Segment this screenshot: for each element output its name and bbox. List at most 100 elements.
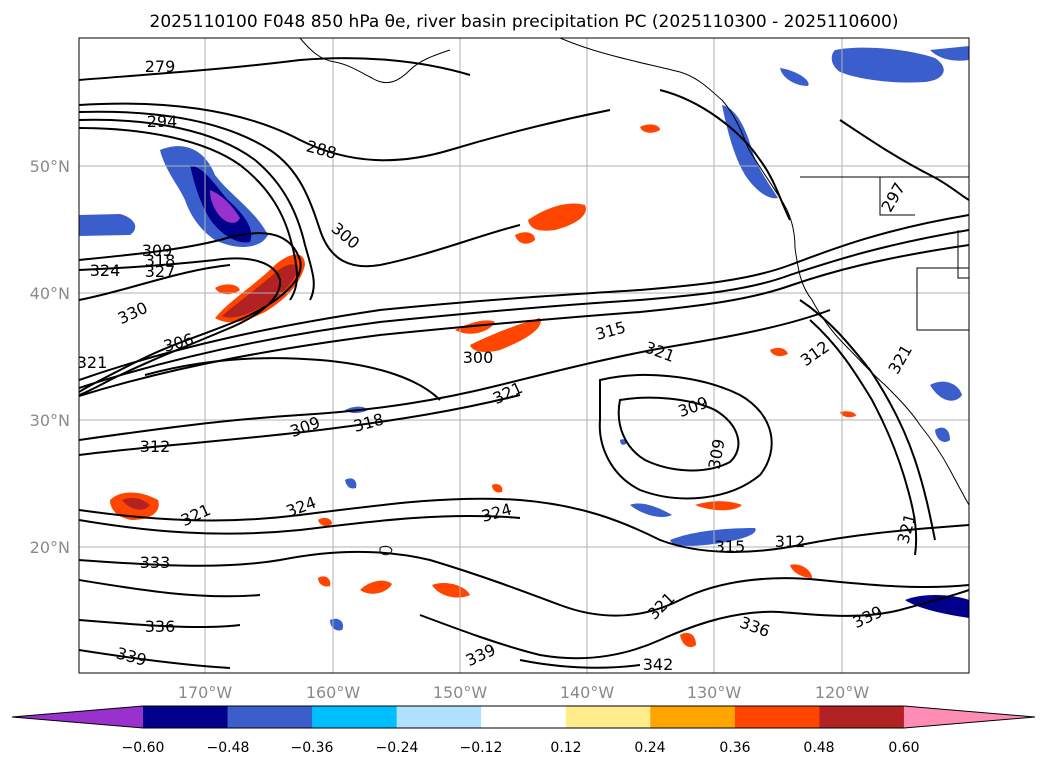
neg-precip-blob	[670, 528, 756, 546]
pos-precip-blob	[695, 501, 742, 511]
contour-line	[809, 319, 918, 556]
contour-line	[79, 57, 471, 81]
colorbar-tick-label: −0.60	[122, 740, 165, 756]
colorbar	[11, 705, 1036, 729]
contour-line	[79, 110, 521, 268]
lon-label: 140°W	[560, 683, 615, 702]
pos-precip-blob	[215, 284, 240, 295]
pos-precip-blob	[455, 320, 495, 334]
latitude-labels: 50°N 40°N 30°N 20°N	[30, 157, 70, 557]
pos-precip-blob	[492, 483, 503, 493]
neg-precip-blob	[831, 47, 944, 83]
theta-e-contours	[79, 57, 969, 669]
lon-label: 170°W	[178, 683, 233, 702]
contour-line	[79, 229, 969, 389]
colorbar-segment	[565, 706, 651, 728]
colorbar-outline	[11, 705, 1036, 729]
contour-label: 318	[145, 251, 176, 270]
neg-precip-blob	[780, 68, 809, 86]
map-panel: 279 294 288 300 309 318 324 327 330 306 …	[78, 37, 970, 674]
map-background	[79, 38, 969, 673]
figure-title: 2025110100 F048 850 hPa θe, river basin …	[150, 12, 899, 32]
contour-line	[598, 374, 773, 500]
colorbar-segment	[396, 706, 482, 728]
colorbar-tick-label: 0.36	[719, 740, 750, 756]
colorbar-under-extension	[12, 706, 143, 728]
colorbar-tick-label: −0.36	[291, 740, 334, 756]
contour-line	[659, 89, 791, 221]
pos-precip-blob	[360, 580, 392, 594]
neg-precip-blob	[935, 427, 950, 442]
colorbar-tick-label: 0.60	[888, 740, 919, 756]
contour-label: 300	[463, 348, 494, 367]
pos-precip-blob	[470, 318, 541, 353]
colorbar-tick-label: 0.48	[803, 740, 834, 756]
pos-precip-blob	[640, 124, 660, 133]
contour-label: 309	[142, 241, 173, 260]
contour-label: 342	[643, 655, 674, 674]
contour-line	[419, 589, 969, 660]
lon-label: 150°W	[433, 683, 488, 702]
colorbar-segment	[143, 706, 229, 728]
pos-precip-blob	[318, 576, 331, 587]
colorbar-tick-label: 0.24	[634, 740, 665, 756]
contour-line	[79, 102, 611, 162]
neg-precip-blob	[905, 595, 969, 618]
colorbar-segment	[650, 706, 736, 728]
lat-label: 30°N	[30, 411, 70, 430]
colorbar-tick-label: −0.24	[376, 740, 419, 756]
contour-line	[144, 357, 441, 401]
colorbar-tick-label: −0.48	[207, 740, 250, 756]
contour-line	[79, 579, 261, 598]
pos-precip-blob	[770, 347, 788, 357]
contour-line	[79, 394, 521, 456]
neg-precip-blob	[79, 214, 136, 236]
contour-line	[79, 497, 969, 553]
lon-label: 160°W	[306, 683, 361, 702]
contour-label: 315	[715, 537, 746, 556]
contour-label: 324	[90, 261, 121, 280]
state-border	[879, 177, 915, 216]
hawaii-island	[379, 545, 393, 556]
lat-label: 40°N	[30, 284, 70, 303]
colorbar-over-extension	[903, 706, 1035, 728]
longitude-labels: 170°W 160°W 150°W 140°W 130°W 120°W	[178, 683, 870, 702]
contour-line	[79, 649, 231, 669]
contour-label: 279	[145, 57, 176, 76]
neg-precip-blob	[930, 46, 969, 61]
pos-precip-blob	[680, 632, 696, 648]
contour-line	[79, 619, 241, 629]
contour-label: 336	[145, 617, 176, 636]
contour-line	[79, 257, 282, 396]
contour-line	[519, 659, 641, 669]
contour-label: 294	[147, 112, 178, 131]
colorbar-tick-labels: −0.60 −0.48 −0.36 −0.24 −0.12 0.12 0.24 …	[122, 740, 920, 756]
contour-label: 327	[145, 262, 176, 281]
neg-precip-blob	[630, 503, 672, 517]
contour-line	[79, 214, 969, 381]
colorbar-segment	[227, 706, 313, 728]
contour-line	[79, 244, 969, 397]
contour-line	[79, 550, 969, 617]
pos-precip-blob	[318, 517, 332, 527]
precipitation-pc-shading	[79, 46, 969, 648]
colorbar-tick-label: −0.12	[460, 740, 503, 756]
contour-line	[79, 118, 315, 301]
contour-label: 333	[140, 553, 171, 572]
pos-precip-blob	[840, 411, 856, 418]
contour-line	[79, 264, 231, 301]
contour-line	[79, 127, 298, 301]
pos-precip-blob	[790, 564, 812, 578]
colorbar-segment	[312, 706, 398, 728]
pos-precip-blob	[528, 203, 586, 231]
lon-label: 120°W	[815, 683, 870, 702]
neg-precip-blob	[345, 478, 357, 489]
pos-precip-core	[122, 497, 150, 510]
contour-line	[839, 119, 969, 201]
pos-precip-blob	[515, 232, 535, 244]
lat-label: 20°N	[30, 538, 70, 557]
lat-label: 50°N	[30, 157, 70, 176]
colorbar-segment	[481, 706, 567, 728]
colorbar-tick-label: 0.12	[550, 740, 581, 756]
